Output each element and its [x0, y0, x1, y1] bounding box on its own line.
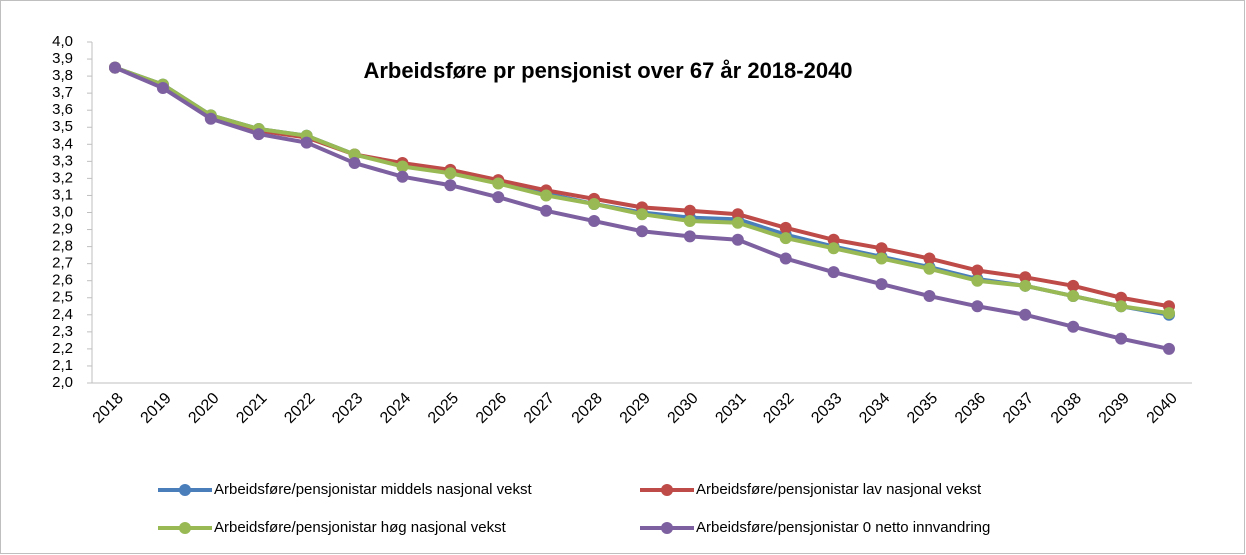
legend-label: Arbeidsføre/pensjonistar høg nasjonal ve… — [214, 519, 507, 536]
legend-marker — [661, 522, 673, 534]
series-marker — [109, 61, 121, 74]
series-marker — [875, 242, 888, 255]
series-marker — [779, 252, 792, 265]
y-tick-label: 2,8 — [52, 238, 73, 255]
y-tick-label: 3,1 — [52, 186, 73, 203]
legend-label: Arbeidsføre/pensjonistar lav nasjonal ve… — [696, 481, 982, 498]
series-marker — [396, 170, 409, 183]
legend-label: Arbeidsføre/pensjonistar middels nasjona… — [214, 481, 532, 498]
y-tick-label: 2,9 — [52, 221, 73, 238]
series-marker — [300, 136, 313, 149]
legend-label: Arbeidsføre/pensjonistar 0 netto innvand… — [696, 519, 990, 536]
y-tick-label: 2,6 — [52, 272, 73, 289]
series-marker — [1163, 342, 1175, 355]
y-tick-label: 2,2 — [52, 340, 73, 357]
series-marker — [348, 157, 361, 170]
series-marker — [444, 179, 457, 192]
series-marker — [1115, 291, 1128, 304]
series-marker — [1067, 290, 1080, 303]
y-tick-label: 2,4 — [52, 306, 73, 323]
series-marker — [636, 225, 648, 238]
series-marker — [731, 208, 744, 221]
series-marker — [492, 177, 505, 190]
series-marker — [971, 264, 984, 277]
series-marker — [204, 112, 217, 125]
series-marker — [348, 148, 361, 161]
y-tick-label: 3,6 — [52, 101, 73, 118]
series-marker — [779, 221, 792, 234]
y-tick-label: 2,7 — [52, 255, 73, 272]
series-marker — [1067, 279, 1080, 292]
y-tick-label: 3,0 — [52, 203, 73, 220]
series-marker — [731, 233, 744, 246]
series-marker — [588, 215, 601, 228]
series-marker — [875, 278, 888, 291]
series-marker — [252, 128, 265, 141]
series-marker — [540, 204, 553, 217]
y-tick-label: 3,4 — [52, 135, 73, 152]
series-marker — [1115, 332, 1128, 345]
y-tick-label: 3,2 — [52, 169, 73, 186]
y-tick-label: 3,3 — [52, 152, 73, 169]
y-tick-label: 2,1 — [52, 357, 73, 374]
y-tick-label: 3,8 — [52, 67, 73, 84]
series-marker — [923, 290, 936, 303]
series-marker — [683, 204, 696, 217]
y-tick-label: 3,7 — [52, 84, 73, 101]
legend-marker — [179, 522, 191, 534]
series-marker — [636, 208, 648, 221]
series-marker — [396, 160, 409, 173]
series-marker — [1019, 271, 1032, 284]
series-marker — [875, 252, 888, 265]
series-marker — [492, 191, 505, 204]
series-marker — [1019, 308, 1032, 321]
series-marker — [588, 197, 601, 210]
series-marker — [1019, 279, 1032, 292]
series-marker — [1067, 320, 1080, 333]
series-marker — [827, 233, 840, 246]
series-marker — [971, 274, 984, 287]
series-marker — [1115, 300, 1128, 313]
y-tick-label: 2,3 — [52, 323, 73, 340]
series-marker — [683, 230, 696, 243]
series-marker — [779, 232, 792, 245]
chart-title: Arbeidsføre pr pensjonist over 67 år 201… — [363, 58, 852, 83]
series-marker — [827, 242, 840, 255]
series-marker — [156, 82, 169, 95]
series-marker — [1163, 307, 1175, 320]
series-marker — [731, 216, 744, 229]
series-marker — [683, 215, 696, 228]
legend-marker — [661, 484, 673, 496]
series-marker — [971, 300, 984, 313]
y-tick-label: 3,9 — [52, 50, 73, 67]
series-marker — [540, 189, 553, 202]
series-marker — [923, 252, 936, 265]
y-tick-label: 2,0 — [52, 374, 73, 391]
series-marker — [923, 262, 936, 275]
y-tick-label: 2,5 — [52, 289, 73, 306]
y-tick-label: 4,0 — [52, 33, 73, 50]
legend-marker — [179, 484, 191, 496]
series-marker — [827, 266, 840, 279]
series-marker — [444, 167, 457, 180]
y-tick-label: 3,5 — [52, 118, 73, 135]
